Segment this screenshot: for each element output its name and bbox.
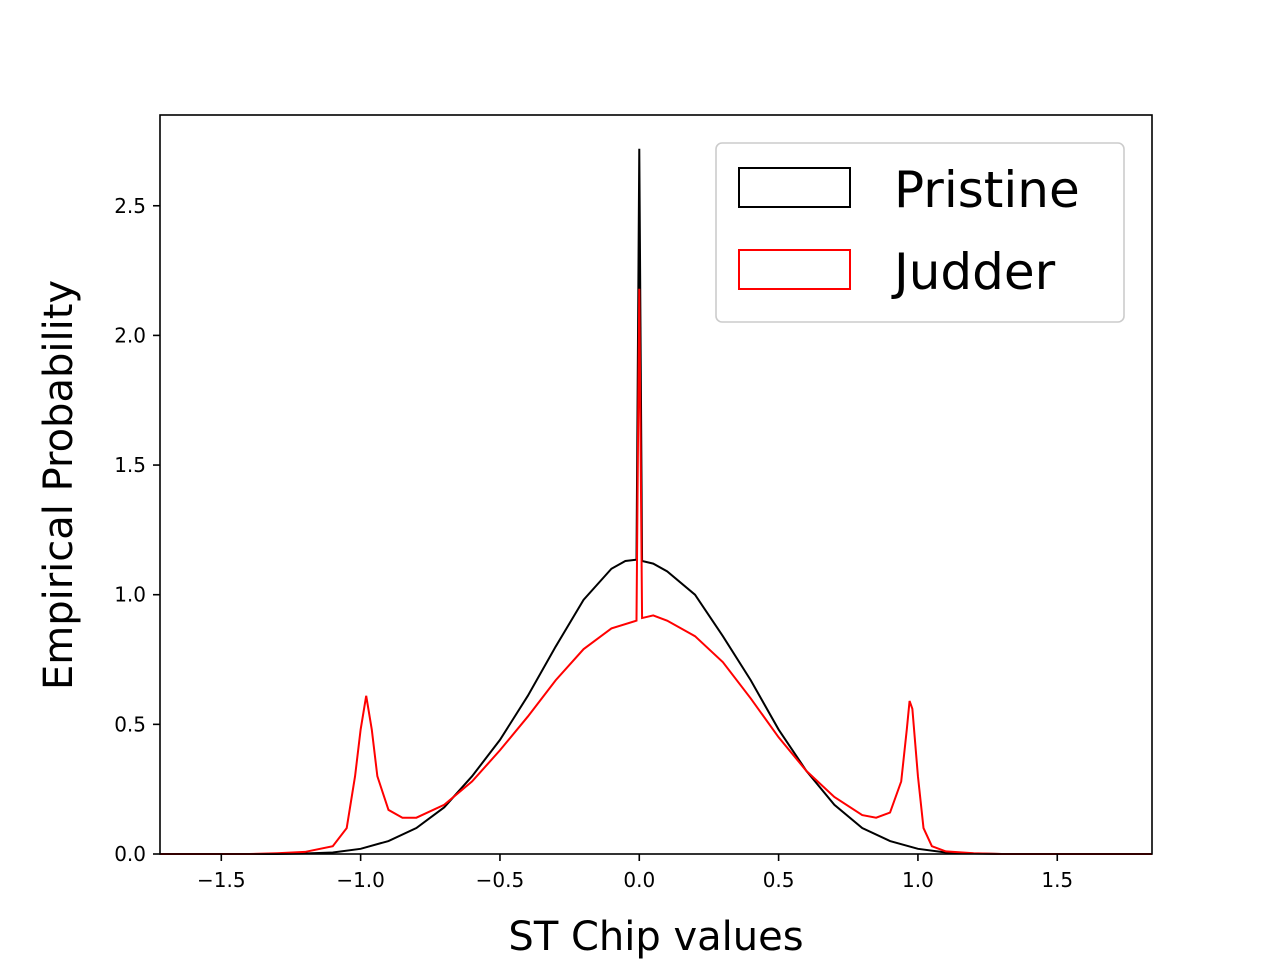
y-tick-label: 0.0 — [114, 842, 146, 866]
x-tick-label: 0.0 — [623, 868, 655, 892]
y-tick-label: 0.5 — [114, 712, 146, 736]
legend: Pristine Judder — [715, 142, 1125, 323]
y-axis-ticks: 0.0 0.5 1.0 1.5 2.0 2.5 — [114, 194, 160, 866]
x-tick-label: −1.0 — [336, 868, 385, 892]
series-line-pristine — [160, 148, 1152, 855]
legend-label-judder: Judder — [891, 243, 1056, 301]
x-axis-ticks: −1.5 −1.0 −0.5 0.0 0.5 1.0 1.5 — [197, 854, 1073, 892]
series-line-judder — [160, 288, 1152, 855]
legend-swatch-pristine — [738, 167, 851, 208]
legend-swatch-judder — [738, 249, 851, 290]
y-axis-label: Empirical Probability — [36, 280, 82, 690]
y-tick-label: 2.0 — [114, 323, 146, 347]
series-layer — [160, 148, 1152, 855]
legend-box — [715, 142, 1125, 323]
y-tick-label: 2.5 — [114, 194, 146, 218]
x-tick-label: −1.5 — [197, 868, 246, 892]
plot-area-frame — [159, 114, 1153, 855]
x-tick-label: 1.0 — [902, 868, 934, 892]
x-tick-label: −0.5 — [476, 868, 525, 892]
y-tick-label: 1.5 — [114, 453, 146, 477]
x-tick-label: 0.5 — [763, 868, 795, 892]
x-tick-label: 1.5 — [1041, 868, 1073, 892]
x-axis-label: ST Chip values — [508, 914, 803, 960]
y-tick-label: 1.0 — [114, 583, 146, 607]
legend-label-pristine: Pristine — [894, 161, 1080, 219]
